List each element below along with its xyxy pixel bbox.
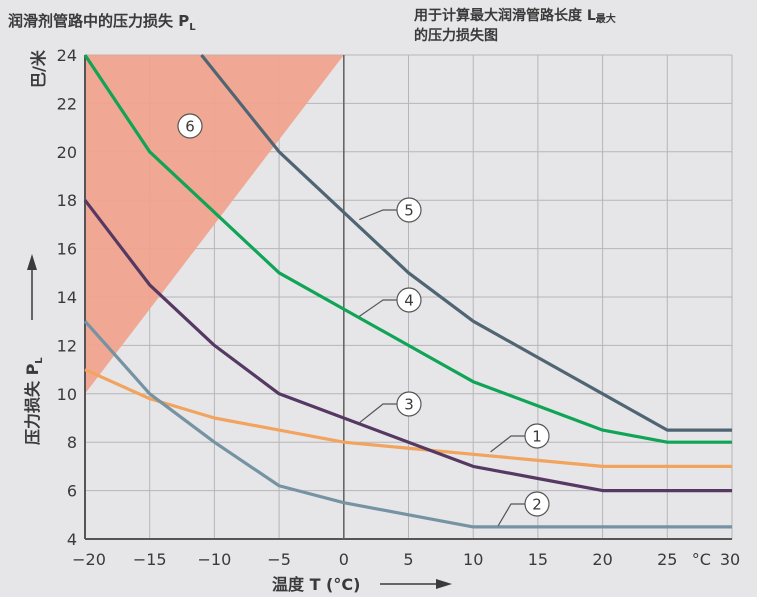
series-line-3 <box>83 199 732 493</box>
x-tick-labels: −20 −15 −10 −5 0 5 10 15 20 25 30 °C <box>72 550 740 569</box>
series-line-5 <box>200 53 732 432</box>
y-tick-label: 6 <box>67 482 77 501</box>
marker-circle-4 <box>396 287 422 313</box>
marker-circle-5 <box>396 197 422 223</box>
series-markers: 1 2 3 4 5 6 <box>177 113 550 526</box>
region-6-area <box>85 55 344 394</box>
x-tick-label: −5 <box>267 550 291 569</box>
y-tick-label: 20 <box>57 143 77 162</box>
x-tick-label: 20 <box>592 550 612 569</box>
y-tick-label: 14 <box>57 288 77 307</box>
title-right: 用于计算最大润滑管路长度 L最大 <box>414 7 616 25</box>
x-tick-label: 10 <box>463 550 483 569</box>
y-tick-label: 24 <box>57 46 77 65</box>
x-tick-label: 30 <box>720 550 740 569</box>
region-6 <box>85 55 344 394</box>
x-tick-label: −10 <box>198 550 232 569</box>
marker-label-6: 6 <box>185 118 195 136</box>
marker-leader-2 <box>497 503 525 526</box>
y-tick-label: 8 <box>67 433 77 452</box>
y-tick-labels: 4 6 8 10 12 14 16 18 20 22 24 <box>57 46 77 549</box>
x-tick-label: −15 <box>133 550 167 569</box>
marker-label-5: 5 <box>404 202 414 220</box>
title-right-line2: 的压力损失图 <box>414 27 498 44</box>
y-unit: 巴/米 <box>29 49 48 88</box>
marker-label-4: 4 <box>404 292 414 310</box>
axes <box>84 55 732 540</box>
x-tick-label: 0 <box>339 550 349 569</box>
y-tick-label: 16 <box>57 240 77 259</box>
x-axis-arrow <box>380 579 452 589</box>
y-tick-label: 12 <box>57 336 77 355</box>
y-tick-label: 10 <box>57 385 77 404</box>
y-tick-label: 18 <box>57 191 77 210</box>
marker-label-1: 1 <box>532 428 542 446</box>
marker-circle-1 <box>524 423 550 449</box>
marker-leader-4 <box>358 299 397 317</box>
y-axis-arrow <box>27 254 37 320</box>
x-axis-label: 温度 T (°C) <box>271 575 360 594</box>
x-tick-label: 15 <box>528 550 548 569</box>
series-line-2 <box>83 320 732 529</box>
title-left: 润滑剂管路中的压力损失 PL <box>8 12 196 33</box>
marker-label-2: 2 <box>532 496 542 514</box>
marker-circle-2 <box>524 491 550 517</box>
marker-leader-3 <box>358 403 397 424</box>
marker-circle-3 <box>396 391 422 417</box>
y-tick-label: 4 <box>67 530 77 549</box>
marker-label-3: 3 <box>404 396 414 414</box>
marker-leader-5 <box>359 209 397 221</box>
marker-circle-6 <box>177 113 203 139</box>
marker-leader-1 <box>490 435 525 453</box>
x-tick-label: −20 <box>72 550 106 569</box>
x-tick-label: 25 <box>657 550 677 569</box>
x-unit-inline: °C <box>692 550 711 569</box>
x-tick-label: 5 <box>403 550 413 569</box>
series-line-4 <box>83 54 732 444</box>
series-line-1 <box>84 368 732 468</box>
y-axis-label: 压力损失 PL <box>23 357 45 445</box>
series-lines <box>83 53 732 529</box>
y-tick-label: 22 <box>57 94 77 113</box>
